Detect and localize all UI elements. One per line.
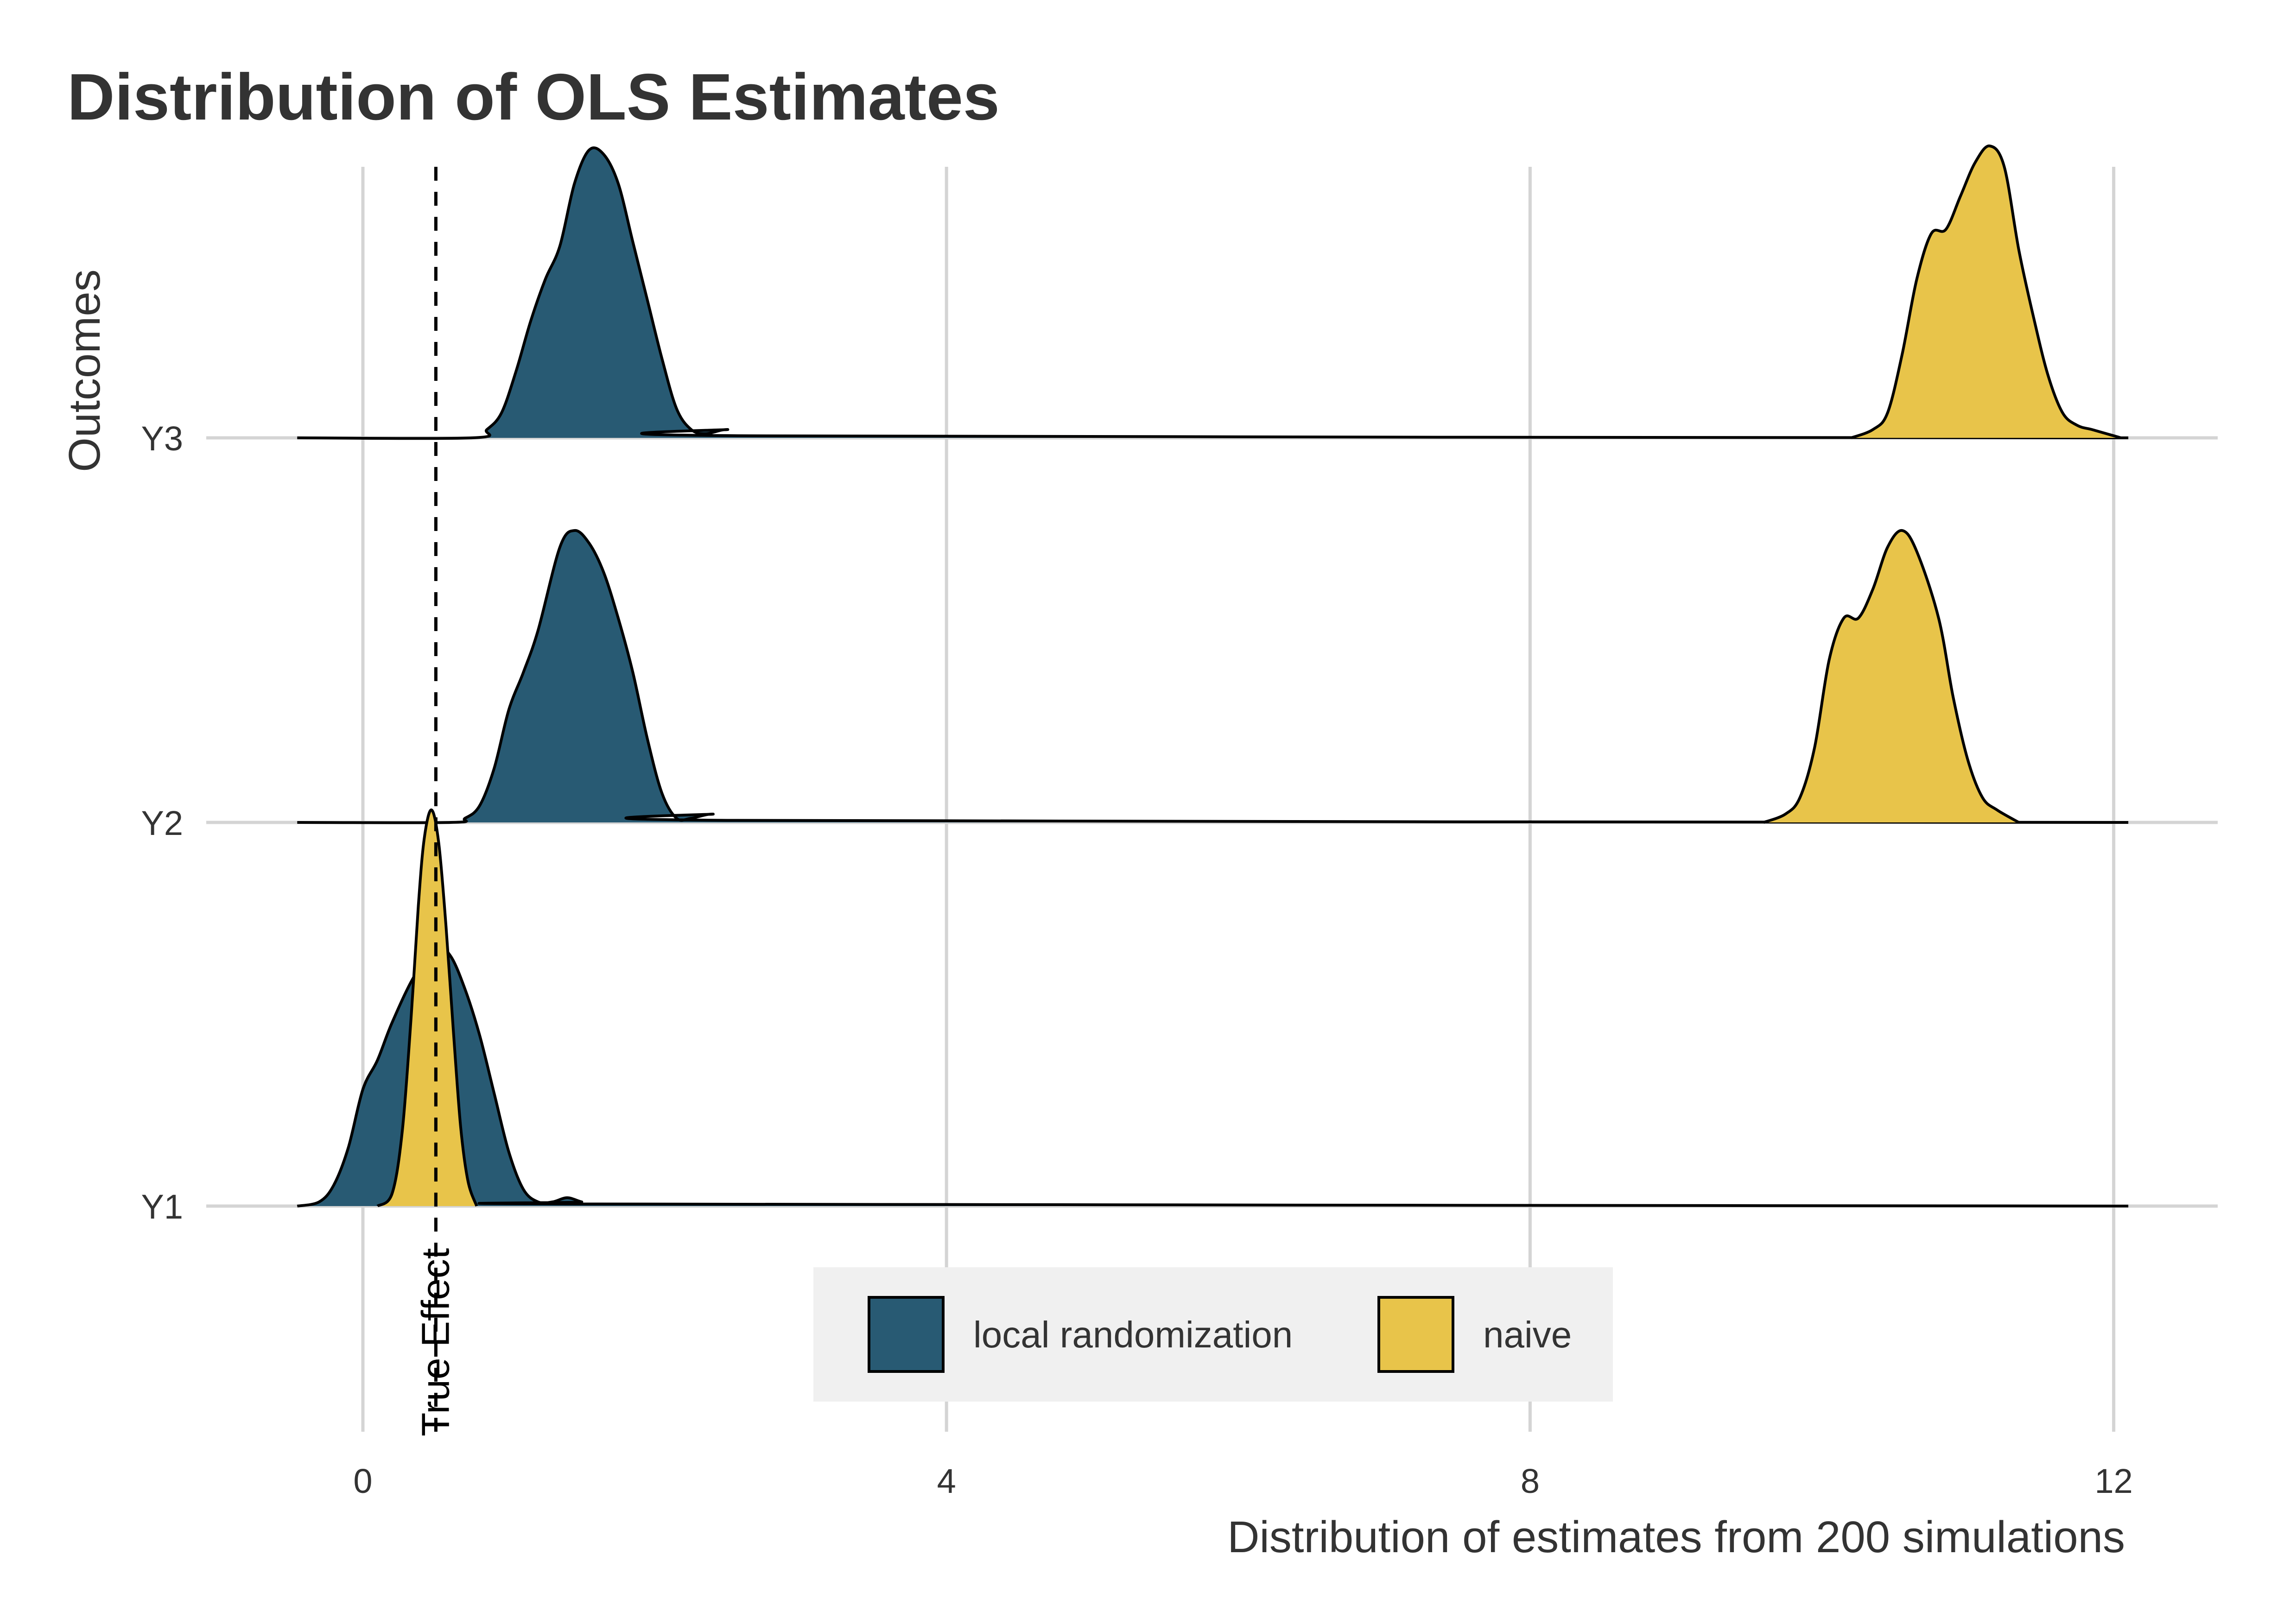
legend-label-local-randomization: local randomization: [973, 1314, 1293, 1355]
legend-key-naive: [1377, 1296, 1454, 1373]
density-outline-naive-y3: [1850, 145, 2122, 439]
density-outline-naive-y2: [1763, 529, 2020, 824]
reference-line-layer: True Effect: [413, 167, 457, 1436]
true-effect-label: True Effect: [413, 1248, 457, 1436]
ridge-y1: [297, 809, 2129, 1207]
legend-background: [813, 1267, 1613, 1402]
density-area-naive-y1: [377, 809, 477, 1206]
y-tick-label-y1: Y1: [141, 1188, 183, 1226]
x-tick-label-4: 4: [937, 1462, 956, 1500]
legend: local randomization naive: [813, 1267, 1613, 1402]
x-tick-label-0: 0: [353, 1462, 372, 1500]
y-tick-labels: Y1 Y2 Y3: [141, 419, 183, 1226]
legend-key-local-randomization: [868, 1296, 945, 1373]
y-tick-label-y3: Y3: [141, 419, 183, 458]
x-tick-labels: 0 4 8 12: [353, 1462, 2132, 1500]
ridge-y2: [297, 529, 2129, 824]
x-tick-label-8: 8: [1521, 1462, 1540, 1500]
x-axis-title: Distribution of estimates from 200 simul…: [1227, 1512, 2125, 1562]
x-tick-label-12: 12: [2094, 1462, 2132, 1500]
density-outline-naive-y1: [376, 809, 478, 1207]
ridge-y3: [297, 145, 2129, 440]
legend-label-naive: naive: [1483, 1314, 1572, 1355]
density-outline-local-randomization-y2: [297, 529, 2129, 824]
density-area-naive-y2: [1764, 530, 2019, 822]
density-area-local-randomization-y1: [297, 946, 2129, 1206]
y-axis-title: Outcomes: [60, 269, 109, 472]
density-layer: [297, 145, 2129, 1207]
density-outline-local-randomization-y1: [297, 945, 2129, 1207]
y-tick-label-y2: Y2: [141, 804, 183, 842]
density-area-naive-y3: [1851, 145, 2121, 438]
legend-items: local randomization naive: [868, 1296, 1572, 1373]
density-outline-local-randomization-y3: [297, 146, 2129, 440]
chart-title: Distribution of OLS Estimates: [67, 60, 1000, 134]
